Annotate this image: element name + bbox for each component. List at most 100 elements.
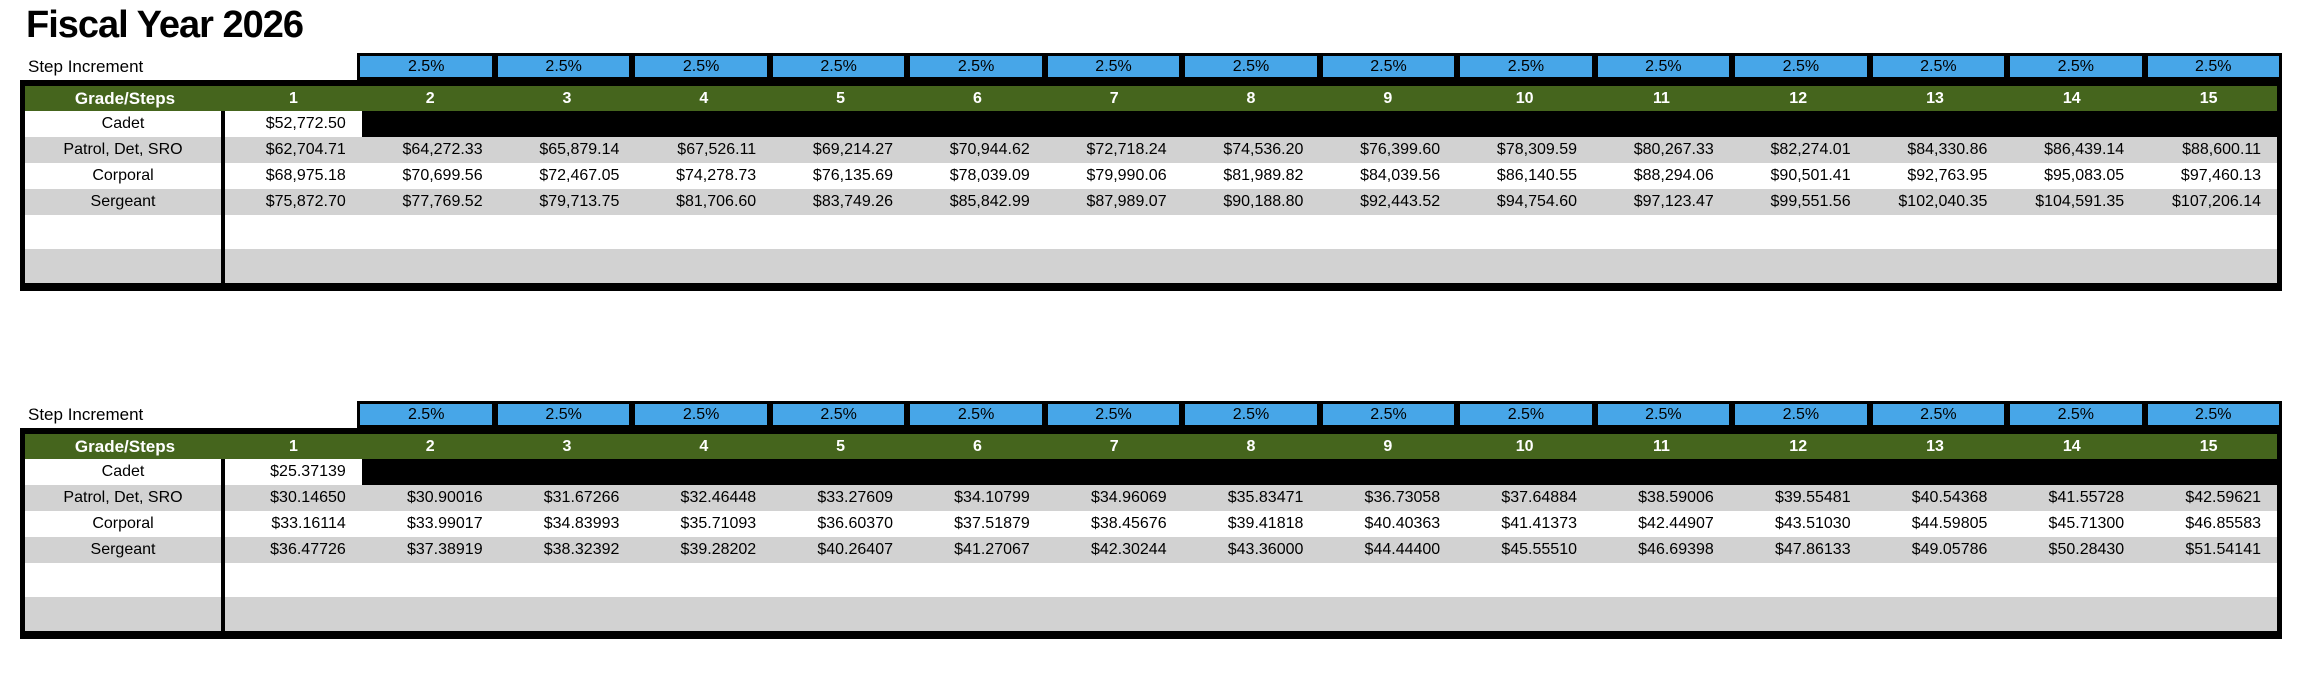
step-increment-cell[interactable]: 2.5% bbox=[2144, 53, 2282, 80]
salary-cell[interactable]: $85,842.99 bbox=[949, 193, 1030, 210]
salary-cell[interactable]: $40.54368 bbox=[1911, 489, 1988, 506]
step-header-cell[interactable]: 11 bbox=[1652, 437, 1670, 455]
salary-cell[interactable]: $83,749.26 bbox=[812, 193, 893, 210]
salary-cell[interactable]: $74,536.20 bbox=[1223, 141, 1304, 158]
grade-steps-header-cell[interactable]: Grade/Steps bbox=[74, 436, 176, 456]
empty-label-cell[interactable] bbox=[25, 563, 225, 597]
salary-cell[interactable]: $39.41818 bbox=[1227, 515, 1304, 532]
salary-cell[interactable]: $78,039.09 bbox=[949, 167, 1030, 184]
step-header-cell[interactable]: 6 bbox=[972, 437, 982, 455]
step-header-cell[interactable]: 13 bbox=[1926, 437, 1944, 455]
grade-label-cell[interactable]: Sergeant bbox=[25, 189, 225, 215]
step-header-cell[interactable]: 12 bbox=[1789, 89, 1808, 107]
salary-cell[interactable]: $86,140.55 bbox=[1496, 167, 1577, 184]
step-increment-cell[interactable]: 2.5% bbox=[494, 53, 633, 80]
step-increment-cell[interactable]: 2.5% bbox=[1319, 401, 1458, 428]
step-increment-cell[interactable]: 2.5% bbox=[907, 53, 1045, 80]
empty-label-cell[interactable] bbox=[25, 215, 225, 249]
salary-cell[interactable]: $75,872.70 bbox=[265, 193, 346, 210]
salary-cell[interactable]: $34.96069 bbox=[1090, 489, 1167, 506]
salary-cell[interactable]: $107,206.14 bbox=[2172, 193, 2261, 210]
salary-cell[interactable]: $33.27609 bbox=[817, 489, 893, 506]
salary-cell[interactable]: $90,501.41 bbox=[1770, 167, 1851, 184]
salary-cell[interactable]: $37.64884 bbox=[1501, 489, 1577, 506]
step-increment-cell[interactable]: 2.5% bbox=[1182, 401, 1320, 428]
salary-cell[interactable]: $94,754.60 bbox=[1496, 193, 1577, 210]
salary-cell[interactable]: $76,135.69 bbox=[812, 167, 893, 184]
salary-cell[interactable]: $79,990.06 bbox=[1086, 167, 1167, 184]
salary-cell[interactable]: $72,718.24 bbox=[1086, 141, 1167, 158]
salary-cell[interactable]: $102,040.35 bbox=[1898, 193, 1988, 210]
salary-cell[interactable]: $43.36000 bbox=[1227, 541, 1304, 558]
salary-cell[interactable]: $84,330.86 bbox=[1907, 141, 1988, 158]
step-increment-cell[interactable]: 2.5% bbox=[1457, 401, 1595, 428]
step-header-cell[interactable]: 6 bbox=[972, 89, 982, 107]
step-increment-cell[interactable]: 2.5% bbox=[1594, 401, 1733, 428]
salary-cell[interactable]: $92,443.52 bbox=[1360, 193, 1441, 210]
step-increment-cell[interactable]: 2.5% bbox=[357, 53, 495, 80]
step-header-cell[interactable]: 2 bbox=[425, 437, 435, 455]
salary-cell[interactable]: $79,713.75 bbox=[539, 193, 620, 210]
step-increment-cell[interactable]: 2.5% bbox=[632, 401, 770, 428]
salary-cell[interactable]: $82,274.01 bbox=[1770, 141, 1851, 158]
salary-cell[interactable]: $40.26407 bbox=[817, 541, 893, 558]
step-increment-cell[interactable]: 2.5% bbox=[632, 53, 770, 80]
empty-cells-region[interactable] bbox=[225, 597, 2277, 631]
step-header-cell[interactable]: 15 bbox=[2199, 89, 2218, 107]
step-increment-cell[interactable]: 2.5% bbox=[357, 401, 495, 428]
salary-cell[interactable]: $35.71093 bbox=[680, 515, 757, 532]
salary-cell[interactable]: $72,467.05 bbox=[539, 167, 620, 184]
step-header-cell[interactable]: 4 bbox=[699, 89, 709, 107]
step-header-cell[interactable]: 9 bbox=[1383, 437, 1393, 455]
empty-cells-region[interactable] bbox=[225, 249, 2277, 283]
step-header-cell[interactable]: 10 bbox=[1515, 89, 1534, 107]
salary-cell[interactable]: $74,278.73 bbox=[676, 167, 757, 184]
salary-cell[interactable]: $34.10799 bbox=[954, 489, 1030, 506]
step-header-cell[interactable]: 14 bbox=[2062, 89, 2081, 107]
salary-cell[interactable]: $92,763.95 bbox=[1907, 167, 1988, 184]
step-header-cell[interactable]: 14 bbox=[2062, 437, 2081, 455]
step-increment-cell[interactable]: 2.5% bbox=[1732, 401, 1870, 428]
step-header-cell[interactable]: 11 bbox=[1652, 89, 1670, 107]
salary-cell[interactable]: $62,704.71 bbox=[265, 141, 346, 158]
step-header-cell[interactable]: 5 bbox=[836, 89, 846, 107]
salary-cell[interactable]: $38.45676 bbox=[1090, 515, 1167, 532]
step-header-cell[interactable]: 1 bbox=[288, 89, 298, 107]
salary-cell[interactable]: $44.59805 bbox=[1911, 515, 1988, 532]
step-increment-cell[interactable]: 2.5% bbox=[1319, 53, 1458, 80]
step-increment-cell[interactable]: 2.5% bbox=[907, 401, 1045, 428]
salary-cell[interactable]: $68,975.18 bbox=[265, 167, 346, 184]
salary-cell[interactable]: $47.86133 bbox=[1774, 541, 1851, 558]
grade-label-cell[interactable]: Patrol, Det, SRO bbox=[25, 137, 225, 163]
salary-cell[interactable]: $64,272.33 bbox=[402, 141, 483, 158]
step-header-cell[interactable]: 4 bbox=[699, 437, 709, 455]
salary-cell[interactable]: $36.73058 bbox=[1364, 489, 1441, 506]
salary-cell[interactable]: $95,083.05 bbox=[2044, 167, 2125, 184]
salary-cell[interactable]: $65,879.14 bbox=[539, 141, 620, 158]
salary-cell[interactable]: $81,989.82 bbox=[1223, 167, 1304, 184]
salary-cell[interactable]: $67,526.11 bbox=[677, 141, 757, 158]
salary-cell[interactable]: $80,267.33 bbox=[1633, 141, 1714, 158]
grade-steps-header-cell[interactable]: Grade/Steps bbox=[74, 88, 176, 108]
salary-cell[interactable]: $45.55510 bbox=[1501, 541, 1577, 558]
salary-cell[interactable]: $41.55728 bbox=[2048, 489, 2125, 506]
salary-cell[interactable]: $104,591.35 bbox=[2035, 193, 2125, 210]
salary-cell[interactable]: $90,188.80 bbox=[1223, 193, 1304, 210]
salary-cell[interactable]: $38.32392 bbox=[543, 541, 620, 558]
salary-cell[interactable]: $42.59621 bbox=[2185, 489, 2261, 506]
salary-cell[interactable]: $36.60370 bbox=[817, 515, 893, 532]
step-increment-cell[interactable]: 2.5% bbox=[1044, 53, 1183, 80]
step-header-cell[interactable]: 7 bbox=[1109, 437, 1119, 455]
salary-cell[interactable]: $51.54141 bbox=[2185, 541, 2261, 558]
step-increment-cell[interactable]: 2.5% bbox=[769, 401, 908, 428]
salary-cell[interactable]: $41.27067 bbox=[954, 541, 1030, 558]
step-header-cell[interactable]: 5 bbox=[836, 437, 846, 455]
salary-cell[interactable]: $40.40363 bbox=[1364, 515, 1441, 532]
empty-cells-region[interactable] bbox=[225, 215, 2277, 249]
salary-cell[interactable]: $30.14650 bbox=[270, 489, 346, 506]
salary-cell[interactable]: $87,989.07 bbox=[1086, 193, 1167, 210]
step-header-cell[interactable]: 3 bbox=[562, 89, 572, 107]
salary-cell[interactable]: $35.83471 bbox=[1227, 489, 1304, 506]
salary-cell[interactable]: $78,309.59 bbox=[1496, 141, 1577, 158]
salary-cell[interactable]: $33.99017 bbox=[406, 515, 483, 532]
